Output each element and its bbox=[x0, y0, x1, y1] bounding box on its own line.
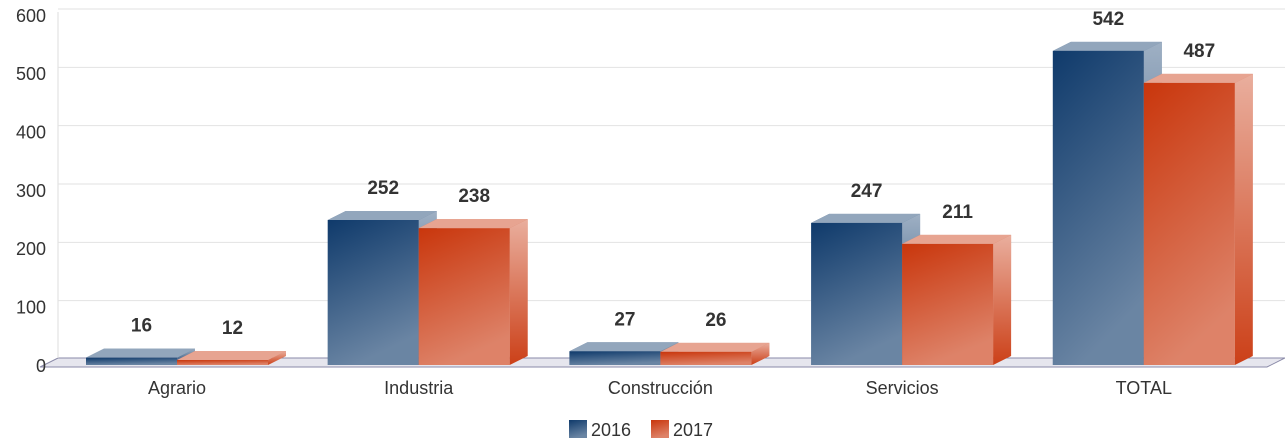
legend-label: 2016 bbox=[591, 420, 631, 440]
value-label: 26 bbox=[705, 310, 726, 331]
value-label: 247 bbox=[851, 181, 883, 202]
bar-top-shine bbox=[418, 219, 528, 229]
value-label: 16 bbox=[131, 316, 152, 337]
y-tick-label: 100 bbox=[16, 297, 46, 317]
legend-label: 2017 bbox=[673, 420, 713, 440]
x-tick-label: Agrario bbox=[148, 378, 206, 398]
value-label: 211 bbox=[942, 202, 973, 223]
bar-front-shine bbox=[902, 243, 994, 365]
bar-top-shine bbox=[569, 342, 679, 352]
bar-front-shine bbox=[811, 222, 903, 365]
value-label: 27 bbox=[614, 309, 635, 330]
bar-top-shine bbox=[811, 213, 921, 223]
bar-side-shine bbox=[509, 219, 528, 365]
y-tick-label: 200 bbox=[16, 239, 46, 259]
bar bbox=[177, 351, 286, 365]
value-label: 238 bbox=[458, 186, 490, 207]
y-tick-label: 500 bbox=[16, 64, 46, 84]
bar-top-shine bbox=[660, 342, 770, 352]
legend-swatch-shine bbox=[569, 420, 587, 438]
legend-swatch bbox=[569, 420, 587, 438]
value-label: 542 bbox=[1092, 9, 1124, 30]
value-label: 487 bbox=[1183, 41, 1215, 62]
y-tick-label: 400 bbox=[16, 122, 46, 142]
bar bbox=[811, 213, 921, 365]
bar-top-shine bbox=[1143, 73, 1253, 83]
bar-top-shine bbox=[177, 351, 286, 360]
legend-swatch bbox=[651, 420, 669, 438]
bar bbox=[418, 219, 528, 365]
y-tick-label: 0 bbox=[36, 356, 46, 376]
bar-top-shine bbox=[902, 234, 1012, 244]
x-tick-label: Servicios bbox=[866, 378, 939, 398]
bar-front-shine bbox=[1143, 82, 1235, 366]
bar-side-shine bbox=[1234, 73, 1253, 366]
bar-side-shine bbox=[993, 234, 1012, 365]
bar-front-shine bbox=[177, 360, 268, 365]
x-tick-label: TOTAL bbox=[1116, 378, 1172, 398]
bar bbox=[1143, 73, 1253, 366]
value-label: 252 bbox=[367, 178, 399, 199]
bar-top-shine bbox=[86, 348, 195, 358]
legend-swatch-shine bbox=[651, 420, 669, 438]
bar bbox=[660, 342, 770, 365]
bar-side-shine bbox=[268, 351, 286, 365]
y-tick-label: 600 bbox=[16, 6, 46, 26]
bar-top-shine bbox=[1052, 41, 1162, 51]
bar-front-shine bbox=[569, 351, 661, 365]
x-tick-label: Industria bbox=[384, 378, 454, 398]
bar-front-shine bbox=[418, 228, 510, 365]
bar-front-shine bbox=[1052, 50, 1144, 365]
x-tick-label: Construcción bbox=[608, 378, 713, 398]
bar-front-shine bbox=[327, 220, 419, 365]
bar-front-shine bbox=[660, 351, 752, 365]
bar-front-shine bbox=[86, 357, 177, 365]
bar bbox=[902, 234, 1012, 365]
y-tick-label: 300 bbox=[16, 181, 46, 201]
bar-top-shine bbox=[327, 211, 437, 220]
value-label: 12 bbox=[222, 318, 243, 339]
bar-side-shine bbox=[751, 342, 770, 365]
